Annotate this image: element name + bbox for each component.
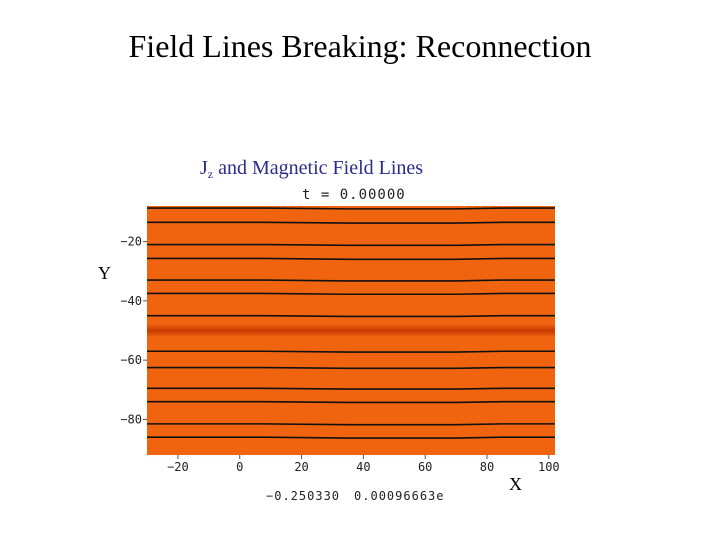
field-line-1 [147,207,555,210]
colorbar-range: −0.250330 0.00096663е [266,489,459,503]
field-line-3 [147,243,555,247]
plot-heading-subscript: z [207,167,214,181]
field-line-13 [147,436,555,439]
field-line-5 [147,279,555,282]
x-tick-label: 60 [418,460,432,474]
x-axis-letter: X [509,474,522,494]
time-label: t = 0.00000 [302,187,406,203]
field-line-9 [147,366,555,370]
y-axis-letter: Y [98,263,111,283]
x-tick-label: 20 [294,460,308,474]
colorbar-max: 0.00096663е [354,489,445,503]
x-tick-label: 80 [480,460,494,474]
x-tick-label: −20 [167,460,189,474]
field-line-8 [147,350,555,353]
y-tick-label: −40 [120,294,142,308]
plot-heading: Jz and Magnetic Field Lines [200,157,424,181]
field-line-7 [147,314,555,318]
x-tick-label: 40 [356,460,370,474]
x-tick-label: 0 [236,460,243,474]
y-tick-label: −60 [120,353,142,367]
field-line-4 [147,257,555,261]
field-line-2 [147,221,555,224]
field-line-10 [147,387,555,390]
field-line-11 [147,400,555,404]
field-line-12 [147,423,555,426]
y-tick-label: −20 [120,235,142,249]
colorbar-min: −0.250330 [266,489,341,503]
slide-title: Field Lines Breaking: Reconnection [128,28,592,64]
y-tick-label: −80 [120,412,142,426]
x-tick-label: 100 [538,460,560,474]
field-line-6 [147,292,555,296]
